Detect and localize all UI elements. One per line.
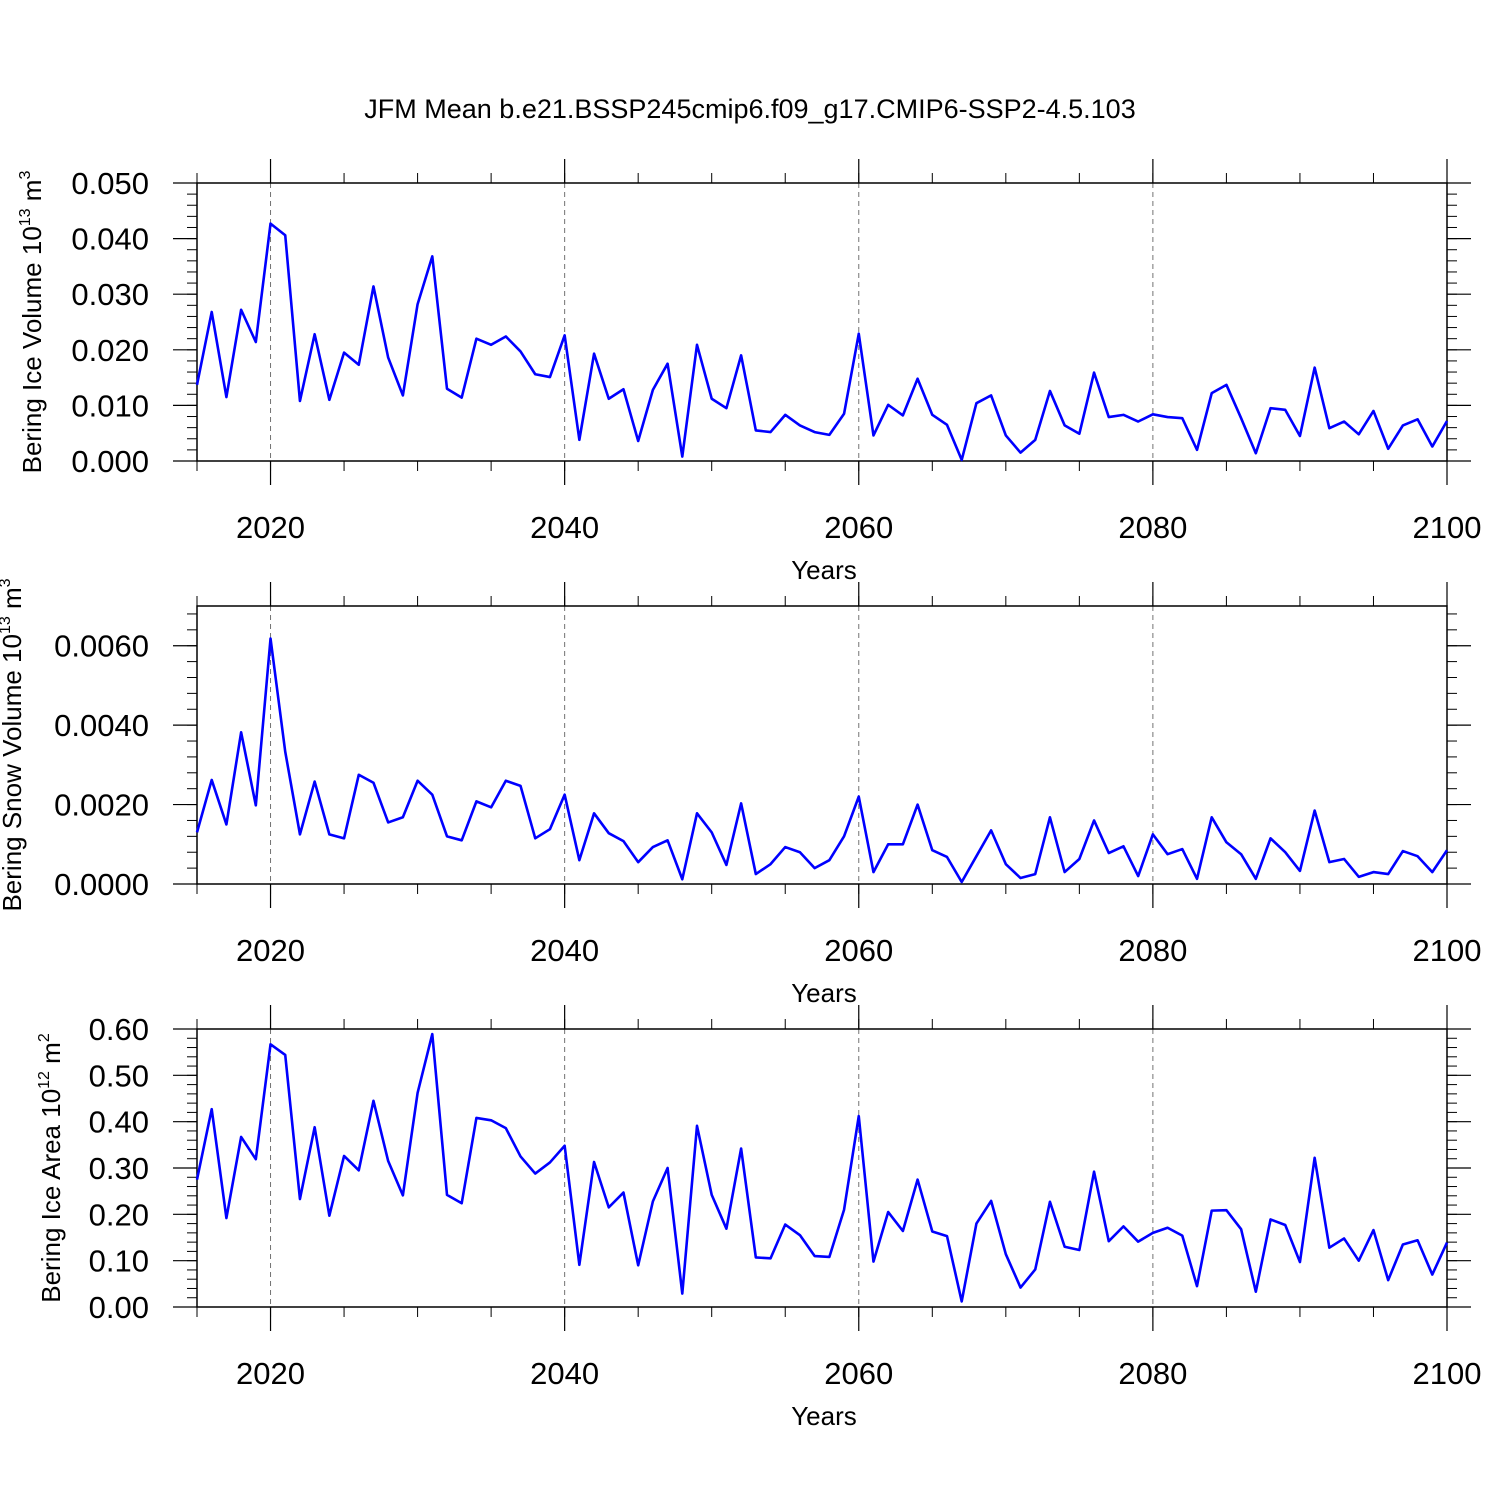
- ice-area-y-tick-label: 0.20: [89, 1197, 149, 1232]
- ice-volume-x-tick-label: 2060: [824, 510, 893, 545]
- ice-volume-y-tick-label: 0.000: [71, 444, 149, 479]
- ice-volume-y-axis-label: Bering Ice Volume 1013 m3: [17, 171, 47, 474]
- snow-volume-panel: 0.0000 0.0020 0.0040 0.0060 2020 2040 2060 2080…: [0, 578, 1481, 1008]
- snow-volume-y-tick-label: 0.0020: [54, 788, 149, 823]
- ice-volume-frame: [196, 182, 1448, 462]
- ice-volume-series-line: [195, 222, 1449, 462]
- snow-volume-x-tick-label: 2080: [1118, 933, 1187, 968]
- ice-volume-y-axis-label-text: Bering Ice Volume 10: [17, 226, 47, 473]
- ice-area-frame: [196, 1028, 1448, 1308]
- ice-area-series-line: [195, 1032, 1449, 1303]
- ice-area-y-tick-label: 0.00: [89, 1290, 149, 1325]
- snow-volume-y-tick-label: 0.0000: [54, 867, 149, 902]
- ice-area-panel: 0.00 0.10 0.20 0.30 0.40 0.50 0.60 2020 2040 2060…: [36, 1005, 1481, 1431]
- ice-area-x-tick-label: 2080: [1118, 1356, 1187, 1391]
- ice-area-y-tick-label: 0.10: [89, 1244, 149, 1279]
- ice-area-x-axis-label: Years: [791, 1401, 857, 1431]
- snow-volume-x-axis-label: Years: [791, 978, 857, 1008]
- ice-volume-x-tick-label: 2020: [236, 510, 305, 545]
- snow-volume-y-axis-label-exp: 13: [0, 616, 14, 634]
- ice-area-x-tick-label: 2020: [236, 1356, 305, 1391]
- ice-volume-x-tick-label: 2100: [1413, 510, 1482, 545]
- snow-volume-x-tick-label: 2020: [236, 933, 305, 968]
- ice-area-x-tick-label: 2040: [530, 1356, 599, 1391]
- ice-volume-y-tick-label: 0.040: [71, 222, 149, 257]
- ice-volume-panel: 0.000 0.010 0.020 0.030 0.040 0.050 2020 2040 20…: [17, 159, 1481, 585]
- snow-volume-x-tick-label: 2060: [824, 933, 893, 968]
- snow-volume-y-tick-label: 0.0040: [54, 708, 149, 743]
- ice-volume-x-tick-label: 2040: [530, 510, 599, 545]
- ice-area-y-axis-label: Bering Ice Area 1012 m2: [36, 1033, 66, 1303]
- ice-area-y-tick-label: 0.60: [89, 1012, 149, 1047]
- snow-volume-y-axis-label-unit-exp: 3: [0, 578, 14, 587]
- ice-volume-y-axis-label-unit-exp: 3: [17, 171, 34, 180]
- ice-area-y-tick-label: 0.40: [89, 1105, 149, 1140]
- ice-volume-y-axis-label-exp: 13: [17, 208, 34, 226]
- ice-area-x-tick-label: 2060: [824, 1356, 893, 1391]
- ice-volume-x-axis-label: Years: [791, 555, 857, 585]
- figure-title: JFM Mean b.e21.BSSP245cmip6.f09_g17.CMIP…: [364, 94, 1135, 124]
- ice-volume-x-tick-label: 2080: [1118, 510, 1187, 545]
- snow-volume-x-tick-label: 2040: [530, 933, 599, 968]
- ice-area-y-axis-label-text: Bering Ice Area 10: [36, 1089, 66, 1303]
- snow-volume-y-axis-label: Bering Snow Volume 1013 m3: [0, 578, 27, 911]
- snow-volume-y-tick-label: 0.0060: [54, 629, 149, 664]
- ice-volume-y-tick-label: 0.050: [71, 166, 149, 201]
- ice-area-y-tick-label: 0.50: [89, 1058, 149, 1093]
- ice-area-x-tick-label: 2100: [1413, 1356, 1482, 1391]
- ice-area-y-axis-label-exp: 12: [36, 1071, 53, 1089]
- ice-volume-y-axis-label-unit: m: [17, 180, 47, 209]
- snow-volume-frame: [196, 605, 1448, 885]
- snow-volume-series-line: [195, 637, 1449, 884]
- snow-volume-y-axis-label-unit: m: [0, 587, 27, 616]
- ice-volume-y-tick-label: 0.010: [71, 388, 149, 423]
- ice-volume-y-tick-label: 0.020: [71, 333, 149, 368]
- snow-volume-y-axis-label-text: Bering Snow Volume 10: [0, 634, 27, 912]
- ice-area-y-axis-label-unit: m: [36, 1042, 66, 1071]
- ice-area-y-tick-label: 0.30: [89, 1151, 149, 1186]
- ice-volume-y-tick-label: 0.030: [71, 277, 149, 312]
- snow-volume-x-tick-label: 2100: [1413, 933, 1482, 968]
- ice-area-y-axis-label-unit-exp: 2: [36, 1033, 53, 1042]
